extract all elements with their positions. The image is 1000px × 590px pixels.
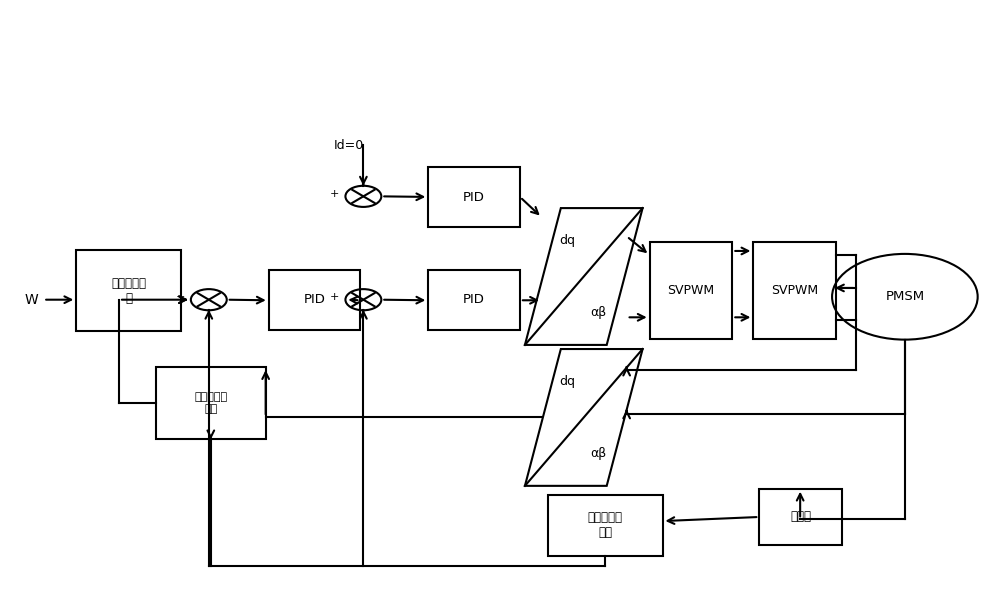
Text: dq: dq: [559, 375, 575, 388]
Text: SVPWM: SVPWM: [771, 284, 818, 297]
Text: PID: PID: [463, 191, 485, 204]
FancyBboxPatch shape: [76, 250, 181, 332]
Text: αβ: αβ: [590, 447, 607, 460]
Text: 编码器: 编码器: [790, 510, 811, 523]
Text: +: +: [330, 293, 339, 302]
Text: αβ: αβ: [590, 306, 607, 319]
FancyBboxPatch shape: [269, 270, 360, 330]
Text: 负载转矩观
测器: 负载转矩观 测器: [194, 392, 227, 414]
FancyBboxPatch shape: [428, 167, 520, 228]
FancyBboxPatch shape: [156, 367, 266, 439]
Text: SVPWM: SVPWM: [667, 284, 715, 297]
Text: PMSM: PMSM: [885, 290, 924, 303]
Text: +: +: [330, 189, 339, 199]
Text: PID: PID: [304, 293, 325, 306]
FancyBboxPatch shape: [759, 489, 842, 545]
Text: Id=0: Id=0: [333, 139, 364, 152]
Text: +: +: [176, 293, 185, 302]
Text: 加速度控制
器: 加速度控制 器: [111, 277, 146, 305]
Text: PID: PID: [463, 293, 485, 306]
Text: dq: dq: [559, 234, 575, 247]
Text: W: W: [24, 293, 38, 307]
FancyBboxPatch shape: [548, 494, 663, 556]
FancyBboxPatch shape: [753, 242, 836, 339]
FancyBboxPatch shape: [650, 242, 732, 339]
Text: 速度、角度
计算: 速度、角度 计算: [588, 512, 623, 539]
FancyBboxPatch shape: [428, 270, 520, 330]
